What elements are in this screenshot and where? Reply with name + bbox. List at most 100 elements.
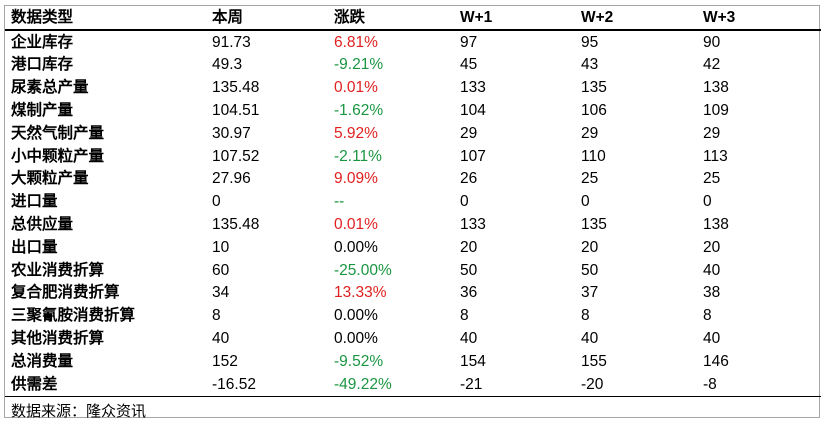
w3-value: 146 [703,352,729,370]
w2-value: 20 [581,238,599,256]
w1-value: -21 [454,372,575,397]
w1-value: 20 [460,238,478,256]
this-week-value: -16.52 [206,372,328,397]
w2-value: 135 [581,79,607,97]
table-header-row: 数据类型 本周 涨跌 W+1 W+2 W+3 [5,6,821,31]
header-w3: W+3 [697,6,821,31]
w2-value: 50 [581,261,599,279]
row-label: 出口量 [11,238,58,256]
w1-value: 36 [460,284,478,302]
this-week-value: 49.3 [212,56,243,74]
w1-value: 133 [460,216,486,234]
change-value: -2.11% [334,147,382,165]
table-row: 天然气制产量 30.97 5.92% 29 29 29 [5,122,821,145]
w1-value: 8 [460,307,469,325]
data-table-panel: 数据类型 本周 涨跌 W+1 W+2 W+3 企业库存 91.73 6.81% 97 9… [4,5,821,420]
row-label: 煤制产量 [11,102,74,120]
change-value: 0.00% [334,330,378,347]
w3-value: 113 [703,147,728,165]
w2-value: 29 [581,124,599,142]
row-label: 其他消费折算 [11,330,105,347]
change-value: -- [334,193,345,211]
w3-value: 40 [703,330,721,347]
this-week-value: 8 [212,307,221,325]
table-row: 总消费量 152 -9.52% 154 155 146 [5,350,821,373]
table-row: 企业库存 91.73 6.81% 97 95 90 [5,30,821,54]
w2-value: 110 [581,147,606,165]
w3-value: 138 [703,216,729,234]
source-note: 数据来源：隆众资讯 [11,402,147,420]
row-label: 供需差 [5,372,206,397]
urea-supply-demand-table: 数据类型 本周 涨跌 W+1 W+2 W+3 企业库存 91.73 6.81% 97 9… [5,6,821,397]
header-w2: W+2 [575,6,697,31]
table-row: 三聚氰胺消费折算 8 0.00% 8 8 8 [5,305,821,328]
w3-value: 40 [703,261,721,279]
row-label: 总供应量 [11,216,74,234]
w2-value: 135 [581,216,607,234]
table-row: 小中颗粒产量 107.52 -2.11% 107 110 113 [5,145,821,168]
change-value: 13.33% [334,284,387,302]
this-week-value: 135.48 [212,79,260,97]
row-label: 复合肥消费折算 [11,284,120,302]
row-label: 三聚氰胺消费折算 [11,307,136,325]
w1-value: 154 [460,352,486,370]
row-label: 大颗粒产量 [11,170,89,188]
table-row: 总供应量 135.48 0.01% 133 135 138 [5,213,821,236]
this-week-value: 34 [212,284,230,302]
w3-value: 25 [703,170,721,188]
w1-value: 107 [460,147,486,165]
this-week-value: 0 [212,193,221,211]
this-week-value: 27.96 [212,170,251,188]
w1-value: 104 [460,102,486,120]
this-week-value: 104.51 [212,102,260,120]
this-week-value: 10 [212,238,230,256]
w2-value: 43 [581,56,599,74]
this-week-value: 135.48 [212,216,260,234]
w2-value: -20 [575,372,697,397]
w3-value: -8 [697,372,821,397]
change-value: 0.00% [334,307,378,325]
table-row: 复合肥消费折算 34 13.33% 36 37 38 [5,282,821,305]
change-value: 5.92% [334,124,378,142]
w3-value: 8 [703,307,712,325]
this-week-value: 152 [212,352,238,370]
w2-value: 95 [581,33,599,51]
w2-value: 40 [581,330,599,347]
w3-value: 109 [703,102,729,120]
change-value: -9.52% [334,352,384,370]
this-week-value: 30.97 [212,124,251,142]
table-row: 煤制产量 104.51 -1.62% 104 106 109 [5,99,821,122]
w3-value: 42 [703,56,721,74]
table-row: 供需差 -16.52 -49.22% -21 -20 -8 [5,372,821,397]
row-label: 尿素总产量 [11,79,89,97]
table-row: 港口库存 49.3 -9.21% 45 43 42 [5,54,821,77]
row-label: 港口库存 [11,56,74,74]
change-value: 9.09% [334,170,378,188]
w3-value: 38 [703,284,721,302]
w1-value: 26 [460,170,478,188]
w2-value: 8 [581,307,590,325]
change-value: 6.81% [334,33,378,51]
header-w1: W+1 [454,6,575,31]
w3-value: 90 [703,33,721,51]
change-value: 0.01% [334,216,378,234]
table-row: 其他消费折算 40 0.00% 40 40 40 [5,327,821,350]
w1-value: 29 [460,124,478,142]
this-week-value: 91.73 [212,33,251,51]
change-value: -9.21% [334,56,384,74]
this-week-value: 60 [212,261,230,279]
change-value: -25.00% [334,261,392,279]
w1-value: 45 [460,56,478,74]
w1-value: 97 [460,33,478,51]
w3-value: 29 [703,124,721,142]
row-label: 企业库存 [11,33,74,51]
table-row: 农业消费折算 60 -25.00% 50 50 40 [5,259,821,282]
change-value: -1.62% [334,102,384,120]
row-label: 小中颗粒产量 [11,147,105,165]
row-label: 天然气制产量 [11,124,105,142]
w1-value: 0 [460,193,469,211]
change-value: -49.22% [328,372,454,397]
header-data-type: 数据类型 [5,6,206,31]
row-label: 农业消费折算 [11,261,105,279]
w3-value: 20 [703,238,721,256]
